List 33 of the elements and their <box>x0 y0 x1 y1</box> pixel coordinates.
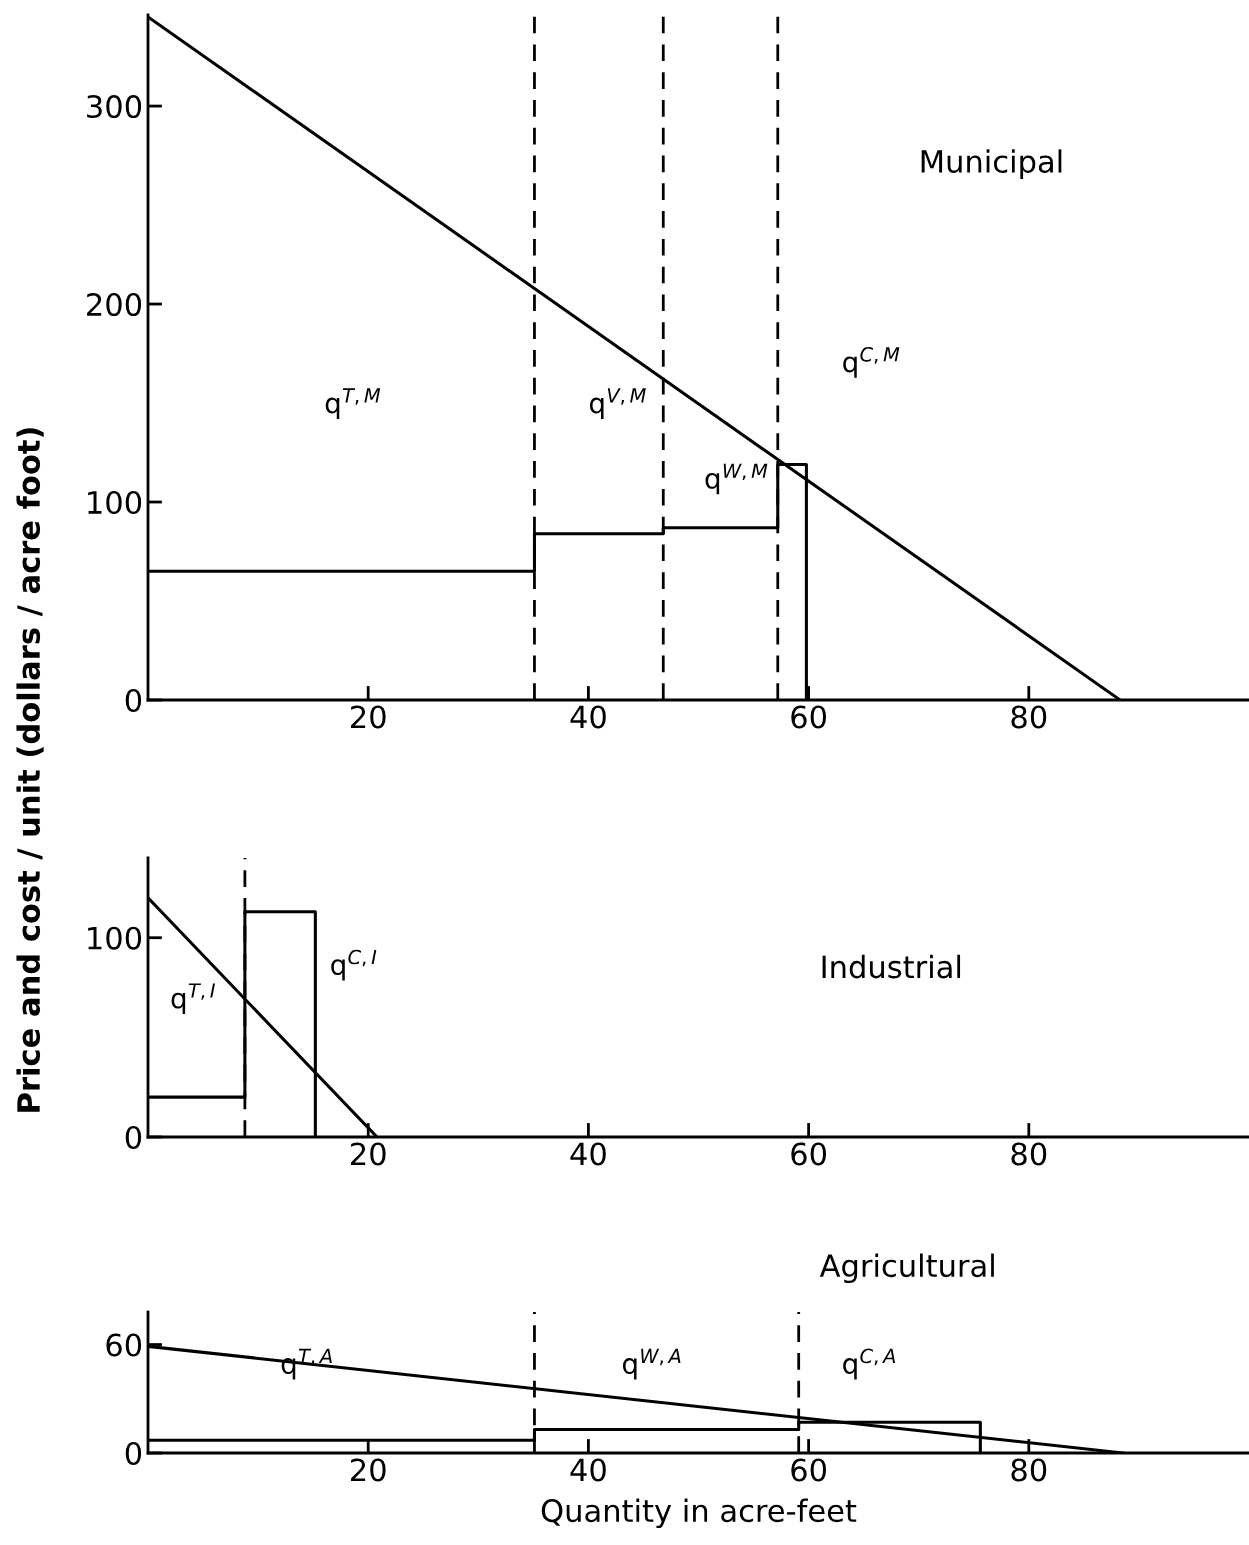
x-tick-label: 80 <box>1011 705 1047 729</box>
y-tick-label: 60 <box>106 1333 142 1357</box>
chart-title: Agricultural <box>819 1253 994 1284</box>
annotation: q$^{C,M}$ <box>843 346 900 378</box>
annotation: q$^{W,M}$ <box>705 463 768 495</box>
y-tick-label: 0 <box>125 1441 142 1466</box>
x-tick-label: 60 <box>791 705 827 729</box>
text: Municipal <box>921 149 1062 179</box>
text: Industrial <box>822 954 961 979</box>
annotation: q$^{W,A}$ <box>622 1348 681 1380</box>
annotation: q$^{V,M}$ <box>589 388 646 419</box>
x-tick-label: 20 <box>351 705 386 729</box>
x-tick-label: 20 <box>351 1458 386 1482</box>
x-axis-title: Quantity in acre-feet <box>541 1498 857 1529</box>
x-tick-label: 80 <box>1011 1458 1047 1482</box>
y-tick-label: 0 <box>125 688 142 713</box>
y-tick-label: 0 <box>125 1125 142 1150</box>
x-tick-label: 40 <box>570 705 606 729</box>
y-tick-label: 200 <box>87 292 142 317</box>
annotation: q$^{C,I}$ <box>331 949 377 981</box>
x-tick-label: 40 <box>570 1142 606 1166</box>
y-tick-label: 100 <box>88 490 142 515</box>
annotation: q$^{T,M}$ <box>325 388 381 419</box>
x-tick-label: 20 <box>351 1142 386 1166</box>
x-tick-label: 80 <box>1011 1142 1047 1166</box>
x-tick-label: 60 <box>791 1458 827 1482</box>
y-tick-label: 100 <box>88 926 142 950</box>
y-axis-title: Price and cost / unit (dollars / acre foot) <box>16 428 44 1112</box>
x-tick-label: 40 <box>570 1458 606 1482</box>
annotation: q$^{T,I}$ <box>171 983 215 1014</box>
x-tick-label: 60 <box>791 1142 827 1166</box>
y-tick-label: 300 <box>87 95 142 119</box>
annotation: q$^{C,A}$ <box>843 1348 896 1380</box>
